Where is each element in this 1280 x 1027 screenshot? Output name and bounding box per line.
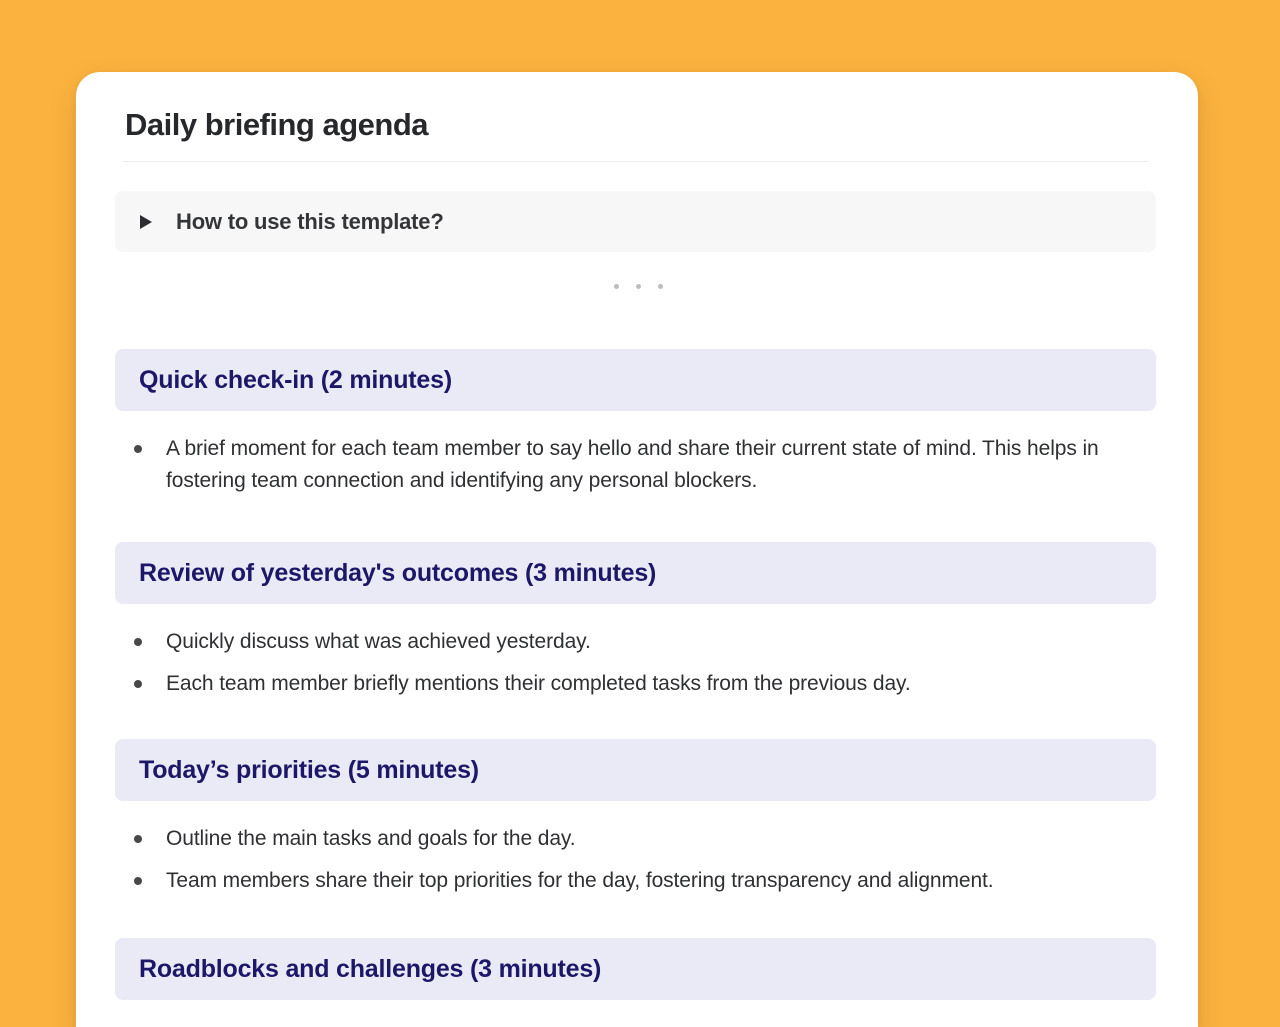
bullet-list: Outline the main tasks and goals for the…: [125, 823, 1152, 897]
dot-icon: [636, 284, 641, 289]
bullet-item[interactable]: Outline the main tasks and goals for the…: [125, 823, 1125, 855]
section-heading-label: Quick check-in (2 minutes): [139, 365, 452, 394]
bullet-list: Quickly discuss what was achieved yester…: [125, 626, 1152, 700]
triangle-right-icon: [140, 214, 152, 229]
section-heading[interactable]: Review of yesterday's outcomes (3 minute…: [115, 542, 1156, 604]
collapsible-label: How to use this template?: [176, 208, 444, 234]
section-heading[interactable]: Today’s priorities (5 minutes): [115, 739, 1156, 801]
bullet-list: A brief moment for each team member to s…: [125, 433, 1152, 497]
section-heading[interactable]: Quick check-in (2 minutes): [115, 349, 1156, 411]
section-todays-priorities: Today’s priorities (5 minutes) Outline t…: [115, 739, 1156, 897]
dot-icon: [614, 284, 619, 289]
page-background: { "document": { "title": "Daily briefing…: [0, 72, 1280, 1027]
section-heading-label: Review of yesterday's outcomes (3 minute…: [139, 558, 657, 587]
document-title[interactable]: Daily briefing agenda: [125, 107, 429, 142]
dot-icon: [658, 284, 663, 289]
section-quick-check-in: Quick check-in (2 minutes) A brief momen…: [115, 349, 1156, 497]
ellipsis-separator: [125, 284, 1152, 289]
bullet-item[interactable]: A brief moment for each team member to s…: [125, 433, 1125, 497]
document-content: Daily briefing agenda How to use this te…: [76, 72, 1198, 1027]
section-heading-label: Roadblocks and challenges (3 minutes): [139, 954, 602, 983]
bullet-item[interactable]: Team members share their top priorities …: [125, 865, 1125, 897]
bullet-item[interactable]: Each team member briefly mentions their …: [125, 668, 1125, 700]
document-card: Daily briefing agenda How to use this te…: [76, 72, 1198, 1027]
bullet-item[interactable]: Quickly discuss what was achieved yester…: [125, 626, 1125, 658]
section-roadblocks-and-challenges: Roadblocks and challenges (3 minutes): [115, 938, 1156, 1000]
title-divider: [123, 161, 1148, 162]
section-heading[interactable]: Roadblocks and challenges (3 minutes): [115, 938, 1156, 1000]
section-review-of-yesterdays-outcomes: Review of yesterday's outcomes (3 minute…: [115, 542, 1156, 700]
collapsible-how-to-use-template[interactable]: How to use this template?: [115, 191, 1156, 252]
section-heading-label: Today’s priorities (5 minutes): [139, 755, 479, 784]
